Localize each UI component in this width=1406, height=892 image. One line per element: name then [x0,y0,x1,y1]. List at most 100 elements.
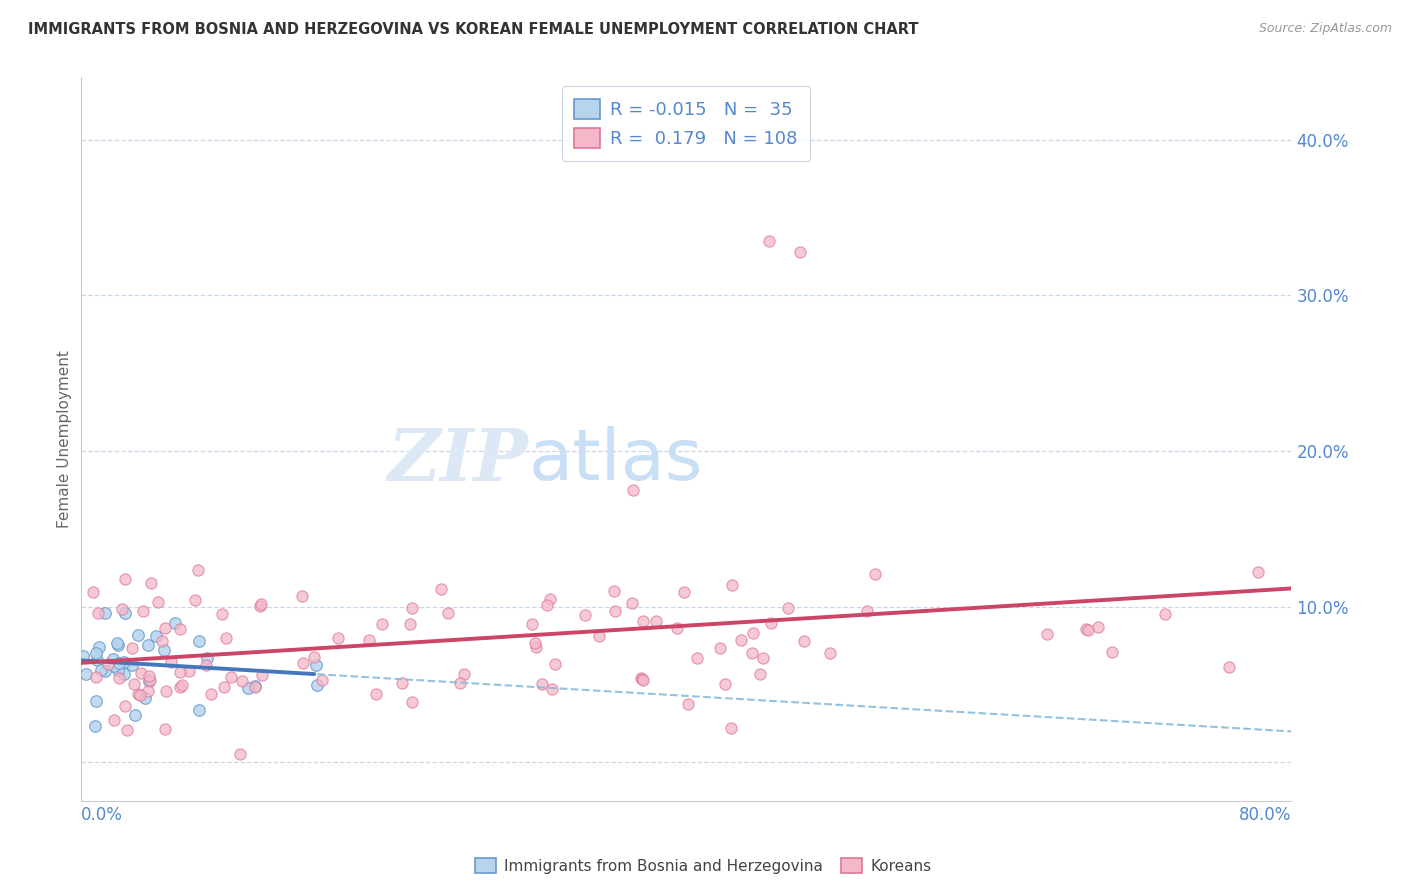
Point [1247,565,1270,579]
Point [107,638,129,652]
Point [1087,620,1109,634]
Point [155,723,177,737]
Point [249,599,271,613]
Point [676,697,699,711]
Point [160,655,183,669]
Point [818,646,841,660]
Point [720,722,742,736]
Text: IMMIGRANTS FROM BOSNIA AND HERZEGOVINA VS KOREAN FEMALE UNEMPLOYMENT CORRELATION: IMMIGRANTS FROM BOSNIA AND HERZEGOVINA V… [28,22,918,37]
Point [145,629,167,643]
Point [243,679,266,693]
Point [169,680,191,694]
Point [153,643,176,657]
Point [146,595,169,609]
Point [114,572,136,586]
Point [302,649,325,664]
Point [103,659,125,673]
Point [153,622,176,636]
Point [184,593,207,607]
Point [238,681,260,695]
Point [250,597,273,611]
Point [730,632,752,647]
Point [136,638,159,652]
Point [150,633,173,648]
Point [520,617,543,632]
Point [138,668,160,682]
Point [621,483,644,497]
Point [524,640,547,655]
Point [401,695,423,709]
Point [631,673,654,687]
Point [391,675,413,690]
Point [86,653,108,667]
Point [1154,607,1177,621]
Point [84,719,107,733]
Point [122,676,145,690]
Point [531,677,554,691]
Point [371,617,394,632]
Point [187,563,209,577]
Text: atlas: atlas [529,426,703,495]
Point [121,641,143,656]
Point [127,628,149,642]
Point [155,684,177,698]
Text: ZIP: ZIP [388,425,529,497]
Point [195,651,218,665]
Point [536,599,558,613]
Point [128,688,150,702]
Point [401,600,423,615]
Text: 80.0%: 80.0% [1239,805,1292,823]
Point [107,663,129,677]
Point [631,672,654,686]
Point [211,607,233,622]
Text: 0.0%: 0.0% [80,805,122,823]
Point [291,656,314,670]
Point [1077,623,1099,637]
Point [714,676,737,690]
Point [540,681,562,696]
Point [364,687,387,701]
Point [87,640,110,654]
Point [605,604,627,618]
Point [574,608,596,623]
Legend: Immigrants from Bosnia and Herzegovina, Koreans: Immigrants from Bosnia and Herzegovina, … [468,852,938,880]
Point [290,589,312,603]
Point [603,583,626,598]
Point [82,585,104,599]
Point [188,633,211,648]
Point [165,616,187,631]
Point [212,680,235,694]
Point [633,615,655,629]
Point [752,651,775,665]
Point [169,622,191,636]
Point [326,632,349,646]
Point [94,607,117,621]
Y-axis label: Female Unemployment: Female Unemployment [58,351,72,528]
Point [311,673,333,688]
Point [449,675,471,690]
Point [97,657,120,672]
Point [588,629,610,643]
Point [1101,645,1123,659]
Point [630,671,652,685]
Point [243,680,266,694]
Point [398,616,420,631]
Point [194,658,217,673]
Point [741,646,763,660]
Point [170,678,193,692]
Point [538,591,561,606]
Point [865,567,887,582]
Point [90,663,112,677]
Point [453,666,475,681]
Point [758,234,780,248]
Point [134,690,156,705]
Legend: R = -0.015   N =  35, R =  0.179   N = 108: R = -0.015 N = 35, R = 0.179 N = 108 [561,87,810,161]
Point [127,687,149,701]
Point [793,634,815,648]
Point [686,651,709,665]
Point [855,604,877,618]
Point [169,665,191,680]
Point [228,747,250,762]
Point [359,632,381,647]
Point [112,667,135,681]
